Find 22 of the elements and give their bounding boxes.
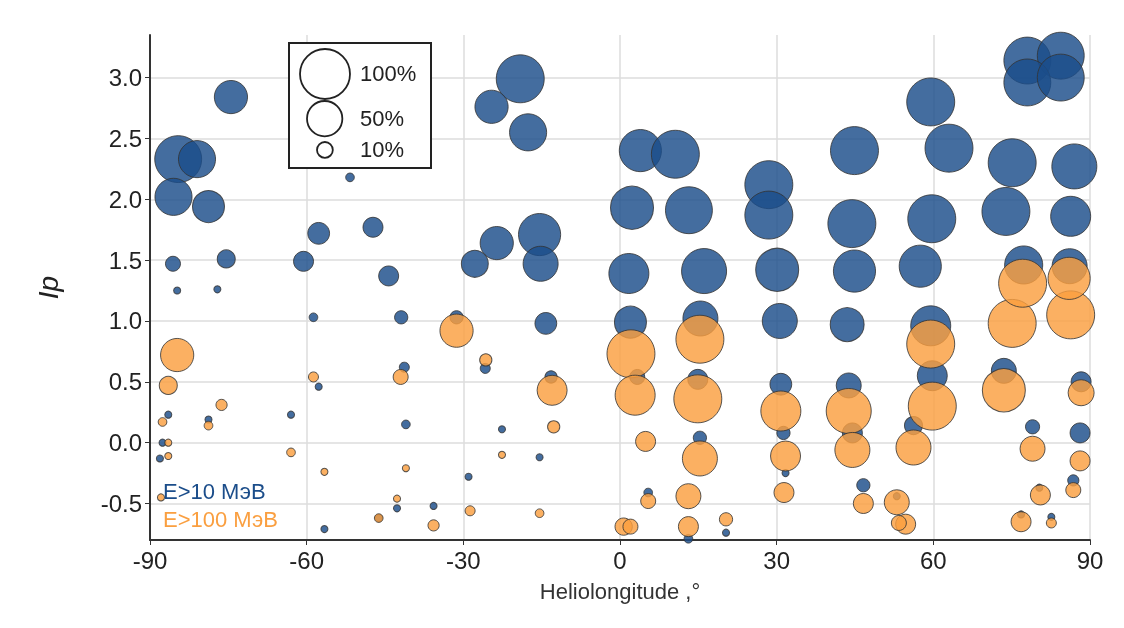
y-tick-label: 1.5 (108, 246, 142, 274)
y-tick-label: 1.0 (108, 307, 142, 335)
series-label: E>10 МэВ (163, 478, 266, 504)
x-tick-label: 30 (763, 546, 791, 574)
y-tick-label: 0.5 (108, 368, 142, 396)
y-axis-title: Ip (32, 275, 64, 300)
series-label: E>100 МэВ (163, 506, 278, 532)
x-tick-label: 60 (919, 546, 947, 574)
legend-label: 100% (360, 61, 417, 87)
y-tick-label: -0.5 (100, 489, 142, 517)
y-tick-label: 2.0 (108, 185, 142, 213)
x-tick-label: 90 (1076, 546, 1104, 574)
x-tick-label: -90 (132, 546, 168, 574)
y-tick-label: 3.0 (108, 64, 142, 92)
x-tick-label: 0 (613, 546, 627, 574)
legend-label: 10% (360, 137, 405, 164)
x-tick-label: -60 (289, 546, 325, 574)
y-tick-label: 2.5 (108, 124, 142, 152)
x-axis-title: Heliolongitude ,° (539, 578, 701, 604)
y-tick-label: 0.0 (108, 429, 142, 457)
x-tick-label: -30 (445, 546, 481, 574)
legend-label: 50% (360, 105, 405, 132)
